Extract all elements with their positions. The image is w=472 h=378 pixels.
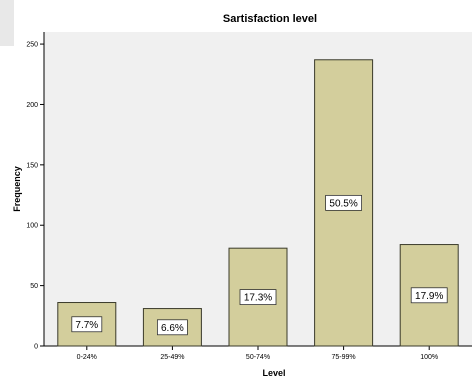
y-tick-label: 250 <box>26 42 38 49</box>
x-tick-label: 75-99% <box>332 354 356 361</box>
data-label: 50.5% <box>329 198 357 209</box>
y-tick-label: 100 <box>26 223 38 230</box>
y-axis-title: Frequency <box>12 166 22 212</box>
x-axis-title: Level <box>262 368 285 378</box>
data-label: 17.3% <box>244 293 272 304</box>
bar-25-49% <box>142 308 202 347</box>
x-tick-label: 25-49% <box>160 354 184 361</box>
y-axis: 0 50 100 150 200 250 <box>26 32 45 351</box>
x-tick-label: 0-24% <box>77 354 97 361</box>
x-tick-label: 100% <box>420 354 438 361</box>
data-label-box <box>156 319 188 336</box>
data-label-box <box>325 194 363 211</box>
x-tick-label: 50-74% <box>246 354 270 361</box>
data-label-box <box>71 316 103 333</box>
data-label: 6.6% <box>161 323 184 334</box>
corner-shade <box>0 0 14 46</box>
y-tick-label: 200 <box>26 102 38 109</box>
y-tick-label: 150 <box>26 162 38 169</box>
data-label-box <box>410 287 448 304</box>
data-label: 7.7% <box>75 320 98 331</box>
y-tick-label: 0 <box>34 344 38 351</box>
chart-title: Sartisfaction level <box>223 13 317 25</box>
bars-group: 7.7% 6.6% 17.3% 50.5% 17.9% <box>57 59 459 347</box>
data-label-box <box>239 289 277 305</box>
y-tick-label: 50 <box>30 283 38 290</box>
data-label: 17.9% <box>415 291 443 302</box>
